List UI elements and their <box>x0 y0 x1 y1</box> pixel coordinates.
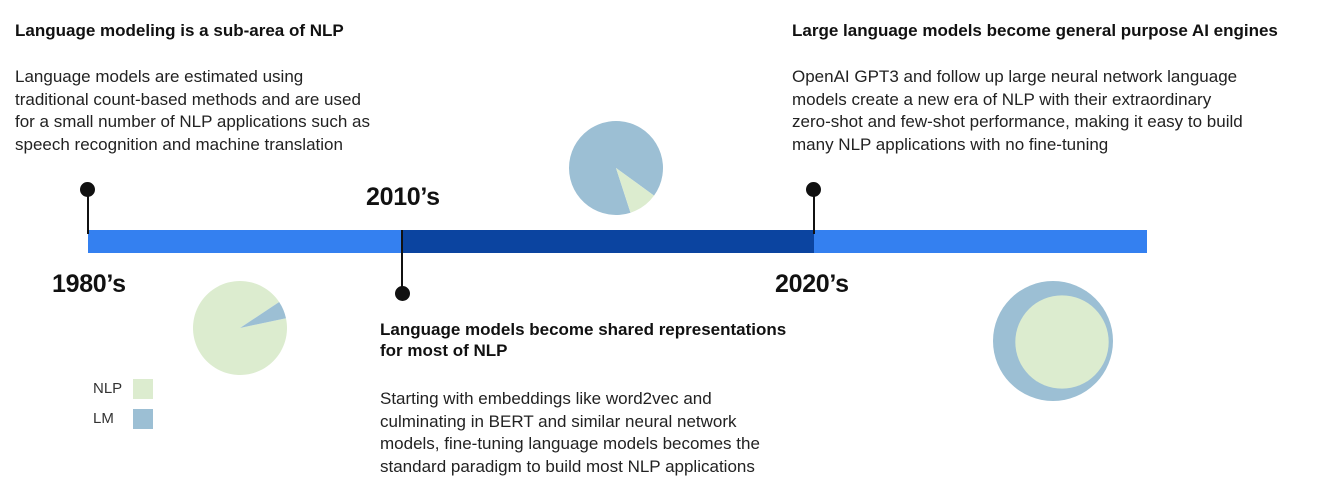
legend-label-lm: LM <box>93 410 114 427</box>
marker-2010-dot <box>395 286 410 301</box>
pie-slice-nlp <box>616 168 655 213</box>
timeline-segment-2020s <box>814 230 1147 253</box>
marker-2020-dot <box>806 182 821 197</box>
legend-swatch-nlp <box>133 379 153 399</box>
legend-swatch-lm <box>133 409 153 429</box>
milestone-1980-line: for a small number of NLP applications s… <box>15 112 370 131</box>
milestone-2010-title-line: for most of NLP <box>380 341 508 360</box>
pie-chart-2010s <box>569 120 663 215</box>
timeline-segment-1980s <box>88 230 402 253</box>
era-label-2010s: 2010’s <box>366 183 440 211</box>
marker-2010-stem <box>401 230 403 292</box>
milestone-2020-line: OpenAI GPT3 and follow up large neural n… <box>792 67 1238 86</box>
milestone-1980-line: Language models are estimated using <box>15 67 304 86</box>
circle-nlp <box>1015 295 1109 389</box>
milestone-2010-title-line: Language models become shared representa… <box>380 320 787 339</box>
marker-2020-stem <box>813 189 815 234</box>
milestone-2020-line: models create a new era of NLP with thei… <box>792 89 1212 109</box>
milestone-2020-line: many NLP applications with no fine-tunin… <box>792 134 1109 154</box>
pie-chart-1980s <box>193 281 287 375</box>
milestone-2010-line: models, fine-tuning language models beco… <box>380 434 760 453</box>
milestone-1980-line: traditional count-based methods and are … <box>15 89 361 109</box>
legend-label-nlp: NLP <box>93 380 123 397</box>
milestone-2010-line: Starting with embeddings like word2vec a… <box>380 389 712 408</box>
timeline-segment-2010s <box>402 230 814 253</box>
marker-1980-stem <box>87 189 89 234</box>
milestone-1980-title: Language modeling is a sub-area of NLP <box>15 21 344 40</box>
era-label-1980s: 1980’s <box>52 270 126 298</box>
milestone-2010-line: culminating in BERT and similar neural n… <box>380 411 737 431</box>
milestone-2020-description: OpenAI GPT3 and follow up large neural n… <box>792 66 1243 156</box>
circle-chart-2020s <box>993 281 1113 401</box>
milestone-2020-line: zero-shot and few-shot performance, maki… <box>792 112 1243 131</box>
milestone-1980-line: speech recognition and machine translati… <box>15 134 343 154</box>
pie-slice-lm <box>569 120 663 215</box>
milestone-2020-title: Large language models become general pur… <box>792 21 1278 40</box>
milestone-2010-description: Starting with embeddings like word2vec a… <box>380 388 760 478</box>
marker-1980-dot <box>80 182 95 197</box>
era-label-2020s: 2020’s <box>775 270 849 298</box>
pie-slice-lm <box>240 301 286 328</box>
milestone-2010-title: Language models become shared representa… <box>380 319 786 361</box>
milestone-1980-description: Language models are estimated using trad… <box>15 66 370 156</box>
milestone-2010-line: standard paradigm to build most NLP appl… <box>380 456 755 476</box>
